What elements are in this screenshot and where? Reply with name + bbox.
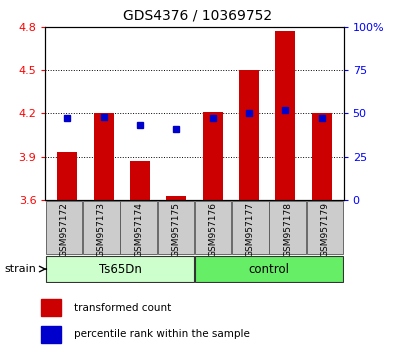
Text: strain: strain	[4, 264, 36, 274]
Bar	[239, 70, 259, 200]
Text: percentile rank within the sample: percentile rank within the sample	[73, 329, 249, 339]
Text: control: control	[248, 263, 290, 275]
Bar	[307, 201, 343, 254]
Bar	[312, 113, 332, 200]
Bar	[45, 256, 194, 282]
Bar	[83, 201, 120, 254]
Text: Ts65Dn: Ts65Dn	[98, 263, 141, 275]
Bar	[130, 161, 150, 200]
Bar	[57, 152, 77, 200]
Bar	[203, 112, 223, 200]
Text: GSM957172: GSM957172	[60, 202, 69, 257]
Text: GSM957174: GSM957174	[134, 202, 143, 257]
Text: GSM957173: GSM957173	[97, 202, 106, 257]
Text: GSM957176: GSM957176	[209, 202, 218, 257]
Text: transformed count: transformed count	[73, 303, 171, 313]
Bar	[275, 31, 295, 200]
Bar	[269, 201, 306, 254]
Bar	[41, 326, 61, 343]
Text: GDS4376 / 10369752: GDS4376 / 10369752	[123, 9, 272, 23]
Bar	[94, 113, 114, 200]
Bar	[41, 299, 61, 316]
Bar	[195, 256, 344, 282]
Bar	[158, 201, 194, 254]
Text: GSM957178: GSM957178	[283, 202, 292, 257]
Bar	[195, 201, 231, 254]
Bar	[166, 196, 186, 200]
Text: GSM957177: GSM957177	[246, 202, 255, 257]
Text: GSM957179: GSM957179	[320, 202, 329, 257]
Bar	[232, 201, 269, 254]
Text: GSM957175: GSM957175	[171, 202, 181, 257]
Bar	[120, 201, 157, 254]
Bar	[46, 201, 82, 254]
